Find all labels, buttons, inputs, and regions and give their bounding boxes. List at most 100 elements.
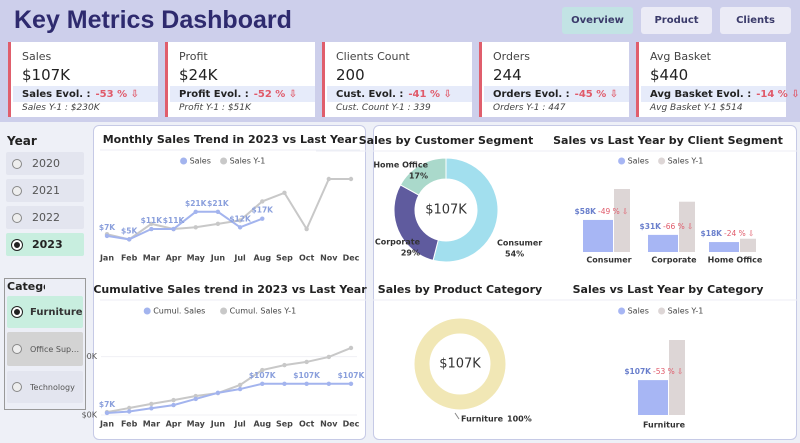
- data-label: $107K: [249, 371, 277, 380]
- legend-swatch: [658, 307, 666, 315]
- kpi-label: Sales: [22, 50, 52, 63]
- bar: [614, 189, 630, 252]
- legend-swatch: [618, 307, 626, 315]
- x-tick-label: Jan: [99, 420, 114, 429]
- kpi-prior: Avg Basket Y-1 $514: [650, 103, 743, 113]
- data-point: [215, 209, 221, 214]
- data-point: [171, 226, 176, 232]
- left-panel: [93, 125, 366, 440]
- kpi-prior: Profit Y-1 : $51K: [179, 103, 251, 113]
- slicer-item[interactable]: Office Supplies: [7, 332, 83, 366]
- center-label: $107K: [425, 203, 467, 218]
- legend-swatch: [220, 157, 228, 165]
- data-point: [260, 216, 265, 221]
- kpi-evol-band: Cust. Evol. : -41 % ⇩: [327, 86, 472, 102]
- data-point: [326, 381, 332, 386]
- bar: [583, 219, 613, 252]
- slice-label: Home Office: [373, 161, 428, 170]
- data-point: [326, 176, 332, 182]
- slice-value-label: 17%: [409, 172, 428, 181]
- x-tick-label: Mar: [143, 420, 160, 429]
- slicer-item[interactable]: 2023: [6, 233, 84, 256]
- kpi-evol: -53 % ⇩: [95, 88, 139, 100]
- data-point: [104, 410, 110, 416]
- slicer-item[interactable]: Furniture: [7, 296, 83, 328]
- nav-button[interactable]: Product: [641, 7, 712, 34]
- legend-label: Sales: [628, 307, 649, 316]
- right-panel: [373, 125, 797, 440]
- legend-label: Sales: [628, 157, 649, 166]
- data-label: $18K: [701, 229, 724, 238]
- x-tick-label: Jul: [233, 420, 246, 429]
- x-tick-label: Jun: [210, 254, 226, 263]
- slicer-label: Furniture: [30, 306, 83, 318]
- kpi-evol-label: Sales Evol. :: [22, 88, 91, 100]
- nav-button[interactable]: Clients: [720, 7, 791, 34]
- x-tick-label: May: [187, 420, 206, 429]
- x-tick-label: Jan: [99, 254, 114, 263]
- slice-label: Corporate: [375, 238, 421, 247]
- slicer-item[interactable]: 2021: [6, 179, 84, 202]
- evol-label: -24 % ⇩: [724, 229, 754, 238]
- data-point: [348, 381, 354, 386]
- kpi-evol: -52 % ⇩: [253, 88, 298, 100]
- x-tick-label: Jun: [210, 420, 226, 429]
- legend-swatch: [220, 307, 228, 315]
- nav-button[interactable]: Overview: [562, 7, 633, 34]
- x-tick-label: Dec: [343, 420, 360, 429]
- data-point: [193, 209, 198, 214]
- slice-value-label: 29%: [401, 249, 420, 258]
- x-tick-label: Nov: [320, 420, 338, 429]
- data-point: [193, 396, 198, 402]
- kpi-evol-band: Avg Basket Evol. : -14 % ⇩: [641, 86, 800, 102]
- legend-label: Cumul. Sales: [153, 307, 205, 316]
- x-tick-label: Nov: [320, 254, 338, 263]
- evol-label: -49 % ⇩: [598, 207, 628, 216]
- data-point: [260, 367, 265, 373]
- data-point: [304, 226, 309, 232]
- kpi-label: Profit: [179, 50, 208, 63]
- legend-swatch: [618, 157, 626, 165]
- data-point: [348, 176, 354, 182]
- legend-label: Sales Y-1: [668, 307, 704, 316]
- data-point: [215, 221, 221, 227]
- data-point: [171, 397, 176, 403]
- kpi-value: $440: [650, 66, 689, 84]
- slicer-title: Year: [7, 134, 37, 148]
- chart-title: Monthly Sales Trend in 2023 vs Last Year: [103, 133, 358, 146]
- slice-label: Consumer: [497, 239, 542, 248]
- series-line: [106, 382, 351, 414]
- kpi-card: Avg Basket $440 Avg Basket Evol. : -14 % ⇩ A…: [636, 42, 800, 117]
- radio: [12, 344, 22, 354]
- radio: [11, 306, 23, 318]
- kpi-value: 244: [493, 66, 522, 84]
- x-tick-label: Home Office: [708, 256, 763, 265]
- series-line: [106, 346, 352, 414]
- x-tick-label: May: [187, 254, 206, 263]
- kpi-evol: -45 % ⇩: [574, 88, 619, 100]
- evol-label: -53 % ⇩: [653, 367, 683, 376]
- x-tick-label: Sep: [276, 420, 293, 429]
- data-label: $17K: [252, 206, 275, 215]
- dashboard-title: Key Metrics Dashboard: [14, 6, 292, 34]
- data-label: $7K: [99, 223, 116, 232]
- chart-title: Sales vs Last Year by Category: [573, 283, 764, 296]
- data-point: [126, 405, 132, 411]
- slicer-item[interactable]: Technology: [7, 371, 83, 403]
- kpi-evol: -14 % ⇩: [756, 88, 800, 100]
- data-label: $11K: [141, 216, 164, 225]
- data-label: $58K: [575, 207, 598, 216]
- kpi-card: Orders 244 Orders Evol. : -45 % ⇩ Orders Y-1…: [479, 42, 629, 117]
- slicer-item[interactable]: 2020: [6, 152, 84, 175]
- kpi-value: $107K: [22, 66, 71, 84]
- data-point: [348, 345, 354, 351]
- data-label: $21K: [185, 199, 208, 208]
- radio: [12, 158, 22, 169]
- data-point: [237, 386, 243, 392]
- bar: [679, 201, 695, 252]
- slicer-item[interactable]: 2022: [6, 206, 84, 229]
- legend-label: Sales Y-1: [668, 157, 704, 166]
- evol-label: -66 % ⇩: [663, 222, 693, 231]
- kpi-value: $24K: [179, 66, 218, 84]
